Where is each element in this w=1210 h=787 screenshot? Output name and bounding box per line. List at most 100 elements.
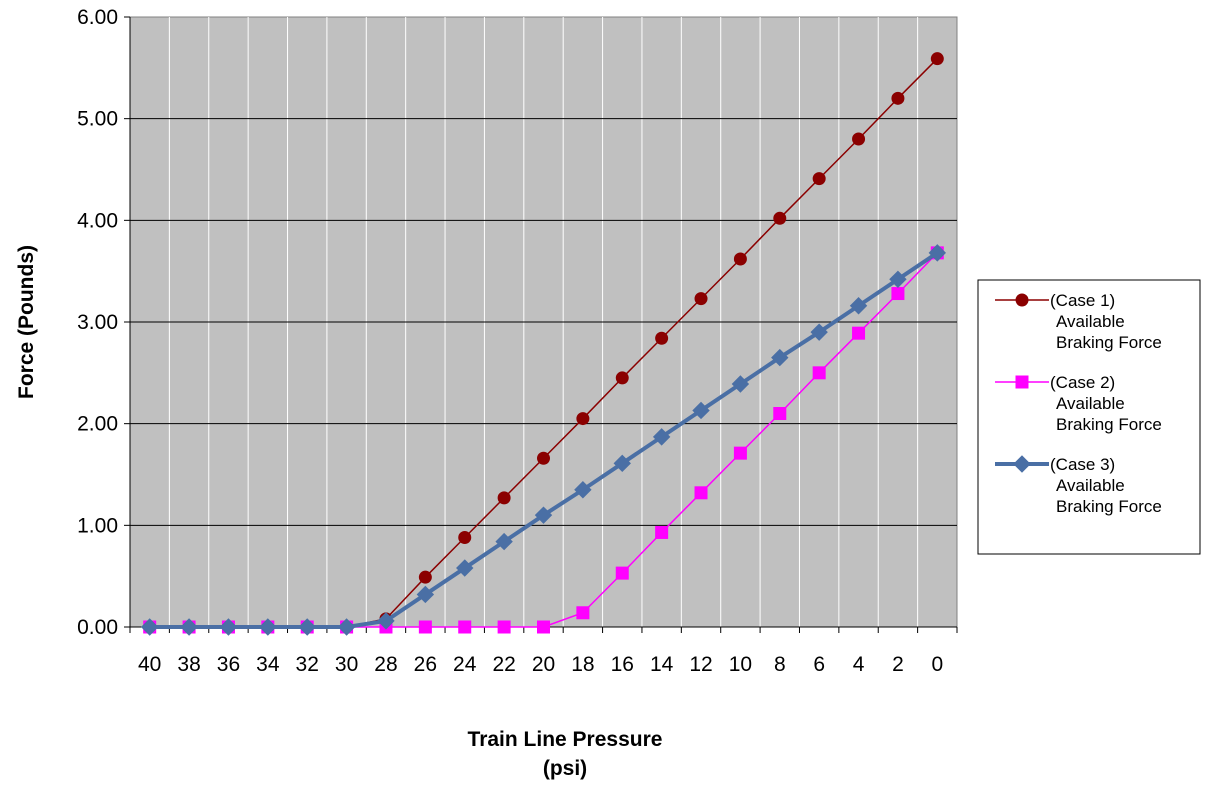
x-tick-label: 24 bbox=[453, 653, 477, 676]
x-tick-label: 12 bbox=[689, 653, 712, 676]
data-point-diamond bbox=[337, 618, 356, 636]
legend-label: Available bbox=[1056, 394, 1125, 413]
data-point-diamond bbox=[771, 348, 789, 367]
data-point-circle bbox=[930, 52, 944, 66]
data-point-diamond bbox=[652, 428, 671, 446]
data-point-square bbox=[773, 407, 787, 420]
legend-entry-2: (Case 2) Available Braking Force bbox=[995, 373, 1162, 434]
x-tick-label: 32 bbox=[296, 653, 319, 676]
data-point-diamond bbox=[810, 323, 828, 341]
data-point-diamond bbox=[456, 559, 474, 577]
data-point-circle bbox=[458, 531, 472, 545]
data-point-circle bbox=[497, 491, 511, 505]
x-axis-title-line-2: (psi) bbox=[543, 757, 587, 780]
y-tick-label: 4.00 bbox=[77, 209, 118, 232]
legend-label: (Case 2) bbox=[1050, 373, 1115, 392]
data-point-diamond bbox=[889, 270, 907, 289]
data-point-circle bbox=[891, 91, 905, 105]
x-tick-label: 36 bbox=[217, 653, 240, 676]
x-tick-label: 10 bbox=[729, 653, 752, 676]
x-tick-label: 8 bbox=[774, 653, 786, 676]
y-tick-label: 3.00 bbox=[77, 311, 118, 334]
data-point-circle bbox=[655, 331, 669, 345]
y-tick-label: 5.00 bbox=[77, 108, 118, 131]
legend-entry-3: (Case 3) Available Braking Force bbox=[995, 455, 1162, 516]
data-point-square bbox=[497, 620, 511, 634]
x-tick-label: 18 bbox=[571, 653, 594, 676]
x-tick-label: 30 bbox=[335, 653, 358, 676]
legend-box bbox=[977, 279, 1201, 555]
data-point-diamond bbox=[180, 618, 198, 636]
y-tick-label: 0.00 bbox=[77, 616, 118, 639]
x-tick-label: 38 bbox=[177, 653, 200, 676]
data-point-square bbox=[615, 566, 629, 580]
legend-entries: (Case 1) Available Braking Force (Case 2) Av… bbox=[995, 291, 1162, 516]
data-point-circle bbox=[537, 451, 550, 465]
x-axis-title-line-1: Train Line Pressure bbox=[468, 728, 663, 751]
x-tick-label: 20 bbox=[532, 653, 555, 676]
data-point-square bbox=[537, 620, 550, 634]
data-point-circle bbox=[773, 211, 787, 225]
data-point-diamond bbox=[613, 454, 631, 473]
x-tick-label: 22 bbox=[492, 653, 515, 676]
data-point-diamond bbox=[259, 618, 277, 636]
legend-label: Braking Force bbox=[1056, 333, 1162, 352]
data-point-square bbox=[852, 326, 866, 340]
data-point-circle bbox=[576, 412, 590, 426]
legend: (Case 1) Available Braking Force (Case 2) Av… bbox=[977, 279, 1201, 555]
y-tick-label: 6.00 bbox=[77, 6, 118, 29]
data-point-square bbox=[418, 620, 432, 634]
data-point-square bbox=[458, 620, 472, 634]
series-group bbox=[140, 52, 947, 636]
data-point-square bbox=[694, 486, 708, 500]
legend-label: (Case 3) bbox=[1050, 455, 1115, 474]
data-point-circle bbox=[852, 132, 866, 146]
legend-label: (Case 1) bbox=[1050, 291, 1115, 310]
legend-label: Braking Force bbox=[1056, 415, 1162, 434]
data-point-diamond bbox=[140, 618, 159, 636]
legend-label: Available bbox=[1056, 476, 1125, 495]
data-point-diamond bbox=[731, 375, 750, 393]
data-point-diamond bbox=[298, 618, 316, 636]
x-tick-label: 26 bbox=[414, 653, 437, 676]
data-point-diamond bbox=[574, 481, 592, 499]
data-point-circle bbox=[733, 252, 747, 266]
x-tick-label: 4 bbox=[853, 653, 865, 676]
y-tick-label: 2.00 bbox=[77, 413, 118, 436]
data-point-circle bbox=[694, 292, 708, 306]
data-point-circle bbox=[1015, 293, 1029, 307]
x-tick-label: 40 bbox=[138, 653, 161, 676]
data-point-diamond bbox=[692, 401, 710, 420]
data-point-square bbox=[891, 287, 905, 301]
data-point-square bbox=[1015, 375, 1029, 389]
series-3 bbox=[140, 244, 947, 636]
x-tick-label: 28 bbox=[374, 653, 397, 676]
x-tick-label: 16 bbox=[611, 653, 634, 676]
y-tick-label: 1.00 bbox=[77, 514, 118, 537]
data-point-square bbox=[733, 446, 747, 460]
data-point-diamond bbox=[534, 506, 553, 524]
legend-label: Braking Force bbox=[1056, 497, 1162, 516]
data-point-square bbox=[576, 606, 590, 620]
x-tick-label: 14 bbox=[650, 653, 674, 676]
x-tick-label: 2 bbox=[892, 653, 904, 676]
data-point-diamond bbox=[377, 612, 395, 630]
data-point-circle bbox=[812, 172, 826, 186]
data-point-diamond bbox=[928, 244, 947, 262]
grid-lines bbox=[130, 17, 957, 627]
y-axis-title: Force (Pounds) bbox=[15, 245, 38, 399]
data-point-diamond bbox=[1013, 455, 1031, 473]
x-tick-label: 6 bbox=[813, 653, 825, 676]
data-point-diamond bbox=[495, 532, 513, 551]
legend-label: Available bbox=[1056, 312, 1125, 331]
data-point-diamond bbox=[416, 585, 435, 604]
data-point-diamond bbox=[219, 618, 238, 636]
data-point-diamond bbox=[849, 297, 868, 315]
data-point-square bbox=[655, 525, 669, 539]
data-point-circle bbox=[418, 570, 432, 584]
data-point-circle bbox=[615, 371, 629, 385]
x-tick-label: 34 bbox=[256, 653, 280, 676]
x-tick-label: 0 bbox=[931, 653, 943, 676]
